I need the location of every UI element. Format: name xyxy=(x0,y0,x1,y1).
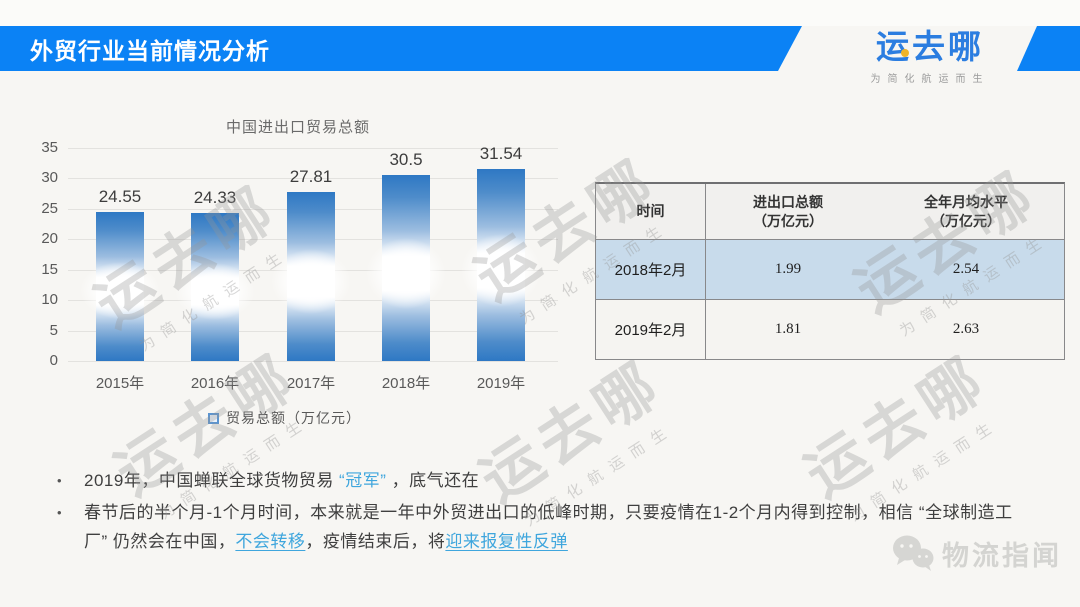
y-axis-tick-label: 10 xyxy=(41,291,58,309)
bar xyxy=(271,191,351,361)
table-time-cell: 2018年2月 xyxy=(596,240,706,299)
y-axis-tick-label: 0 xyxy=(49,352,58,369)
yunquna-logo: 运去哪 为简化航运而生 xyxy=(850,20,1010,85)
bullet-text: 2019年，中国蝉联全球货物贸易 “冠军” ，底气还在 xyxy=(84,466,1015,495)
page-title: 外贸行业当前情况分析 xyxy=(30,37,270,64)
table-value-cell: 2.63 xyxy=(952,321,980,337)
bullet-segment: ，底气还在 xyxy=(386,471,480,490)
table-header-cell: 进出口总额 （万亿元） xyxy=(753,193,823,229)
bar xyxy=(461,169,541,361)
bullet-item: • 春节后的半个月-1个月时间，本来就是一年中外贸进出口的低峰时期，只要疫情在1-… xyxy=(57,498,1015,556)
wechat-watermark: 物流指闻 xyxy=(890,533,1062,573)
wechat-icon xyxy=(893,535,934,571)
bar-value-label: 30.5 xyxy=(389,150,423,170)
gridline xyxy=(68,361,558,362)
x-axis-tick-label: 2016年 xyxy=(190,375,240,392)
bar-value-label: 31.54 xyxy=(479,144,523,164)
logo-tagline: 为简化航运而生 xyxy=(870,74,990,85)
legend-marker xyxy=(208,412,219,424)
bullet-marker: • xyxy=(57,505,62,521)
bullet-text: 春节后的半个月-1个月时间，本来就是一年中外贸进出口的低峰时期，只要疫情在1-2… xyxy=(84,498,1015,556)
y-axis-tick-label: 30 xyxy=(41,169,58,187)
bar xyxy=(366,175,446,361)
gridline xyxy=(68,178,558,180)
y-axis-tick-label: 5 xyxy=(49,321,58,339)
bullet-marker: • xyxy=(57,473,62,488)
gridline xyxy=(68,148,558,149)
title-banner: 外贸行业当前情况分析 xyxy=(0,26,802,71)
trade-bar-chart: 中国进出口贸易总额 0 5 10 15 20 25 30 35 24.55 2015年 24.33 2… xyxy=(30,110,596,445)
logo-dot xyxy=(901,49,909,57)
y-axis-tick-label: 20 xyxy=(41,230,58,248)
y-axis-tick-label: 35 xyxy=(41,139,58,156)
bullet-segment: 迎来报复性反弹 xyxy=(445,532,568,552)
bullet-segment: “冠军” xyxy=(339,471,387,490)
x-axis-tick-label: 2019年 xyxy=(476,375,526,392)
bullet-segment: 不会转移 xyxy=(235,532,306,552)
wechat-watermark-text: 物流指闻 xyxy=(942,540,1062,571)
table-row: 2018年2月 1.99 2.54 xyxy=(596,239,1064,299)
top-strip xyxy=(0,0,1080,26)
chart-legend: 贸易总额（万亿元） xyxy=(208,408,361,428)
decorative-parallelogram xyxy=(1017,26,1080,71)
bullet-item: • 2019年，中国蝉联全球货物贸易 “冠军” ，底气还在 xyxy=(57,466,1015,495)
table-value-cell: 1.81 xyxy=(774,321,802,337)
x-axis-tick-label: 2018年 xyxy=(381,375,431,392)
x-axis-tick-label: 2015年 xyxy=(95,375,145,392)
chart-title: 中国进出口贸易总额 xyxy=(226,119,371,136)
bar xyxy=(175,212,255,361)
table-value-cell: 1.99 xyxy=(774,261,802,277)
table-row: 2019年2月 1.81 2.63 xyxy=(596,299,1064,359)
bar-value-label: 24.33 xyxy=(193,187,237,207)
bullet-list: • 2019年，中国蝉联全球货物贸易 “冠军” ，底气还在 • 春节后的半个月-1个月… xyxy=(57,466,1015,560)
bar-value-label: 27.81 xyxy=(289,166,333,186)
y-axis-tick-label: 15 xyxy=(41,260,58,278)
bar-value-label: 24.55 xyxy=(98,186,142,206)
logo-wordmark: 运去哪 xyxy=(876,20,984,68)
table-value-cell: 2.54 xyxy=(952,261,980,277)
trade-data-table: 时间 进出口总额 （万亿元） 全年月均水平 （万亿元） 2018年2月 1.99 2.54… xyxy=(595,182,1065,360)
logo-text: 运去哪 xyxy=(876,28,984,65)
bullet-segment: 春节后的半个月-1个月时间，本来就是一年中外贸进出口的低峰时期，只要疫情在1-2… xyxy=(84,503,1013,552)
bullet-segment: ，疫情结束后，将 xyxy=(305,532,446,552)
bullet-segment: 2019年，中国蝉联全球货物贸易 xyxy=(84,471,340,490)
table-header-cell: 时间 xyxy=(596,184,706,239)
legend-label: 贸易总额（万亿元） xyxy=(226,410,361,426)
bar xyxy=(80,211,160,361)
table-time-cell: 2019年2月 xyxy=(596,300,706,359)
table-header-row: 时间 进出口总额 （万亿元） 全年月均水平 （万亿元） xyxy=(596,184,1064,239)
y-axis-tick-label: 25 xyxy=(41,199,58,217)
x-axis-tick-label: 2017年 xyxy=(286,375,336,392)
table-header-cell: 全年月均水平 （万亿元） xyxy=(924,193,1008,229)
